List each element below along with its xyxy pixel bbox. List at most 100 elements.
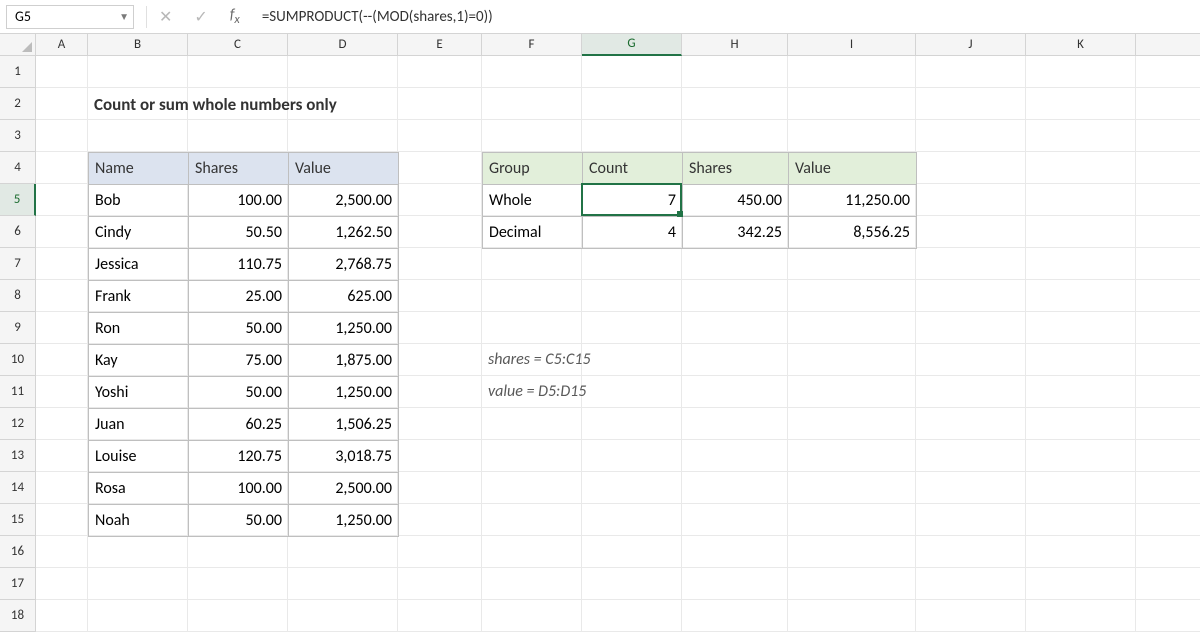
table-cell[interactable]: 2,768.75 xyxy=(289,249,399,281)
row-header-12[interactable]: 12 xyxy=(0,408,35,440)
table-row[interactable]: Cindy50.501,262.50 xyxy=(89,217,399,249)
table-cell[interactable]: 1,250.00 xyxy=(289,377,399,409)
row-header-11[interactable]: 11 xyxy=(0,376,35,408)
cancel-icon[interactable]: ✕ xyxy=(159,7,172,27)
row-header-13[interactable]: 13 xyxy=(0,440,35,472)
table-cell[interactable]: 3,018.75 xyxy=(289,441,399,473)
table-cell[interactable]: 50.50 xyxy=(189,217,289,249)
table-cell[interactable]: 75.00 xyxy=(189,345,289,377)
row-header-18[interactable]: 18 xyxy=(0,600,35,632)
name-box[interactable]: G5 ▼ xyxy=(6,5,134,29)
select-all-triangle[interactable] xyxy=(0,34,36,55)
table-header[interactable]: Value xyxy=(289,153,399,185)
row-header-3[interactable]: 3 xyxy=(0,120,35,152)
fx-icon[interactable]: fx xyxy=(230,6,240,27)
table-row[interactable]: Noah50.001,250.00 xyxy=(89,505,399,537)
table-header[interactable]: Count xyxy=(583,153,683,185)
table-cell[interactable]: 50.00 xyxy=(189,377,289,409)
table-cell[interactable]: Frank xyxy=(89,281,189,313)
table-cell[interactable]: 25.00 xyxy=(189,281,289,313)
table-header[interactable]: Shares xyxy=(683,153,789,185)
table-cell[interactable]: 342.25 xyxy=(683,217,789,249)
table-header[interactable]: Group xyxy=(483,153,583,185)
table-cell[interactable]: 1,875.00 xyxy=(289,345,399,377)
table-cell[interactable]: 50.00 xyxy=(189,505,289,537)
table-cell[interactable]: 100.00 xyxy=(189,473,289,505)
row-header-17[interactable]: 17 xyxy=(0,568,35,600)
table-cell[interactable]: Juan xyxy=(89,409,189,441)
column-header-F[interactable]: F xyxy=(482,34,582,55)
column-header-J[interactable]: J xyxy=(916,34,1026,55)
column-header-I[interactable]: I xyxy=(788,34,916,55)
table-cell[interactable]: Rosa xyxy=(89,473,189,505)
table-cell[interactable]: Whole xyxy=(483,185,583,217)
table-header[interactable]: Value xyxy=(789,153,917,185)
table-cell[interactable]: 100.00 xyxy=(189,185,289,217)
table-row[interactable]: Whole7450.0011,250.00 xyxy=(483,185,917,217)
table-header[interactable]: Shares xyxy=(189,153,289,185)
table-row[interactable]: Yoshi50.001,250.00 xyxy=(89,377,399,409)
row-header-8[interactable]: 8 xyxy=(0,280,35,312)
chevron-down-icon[interactable]: ▼ xyxy=(119,10,129,23)
table-cell[interactable]: 8,556.25 xyxy=(789,217,917,249)
table-cell[interactable]: Jessica xyxy=(89,249,189,281)
table-cell[interactable]: Noah xyxy=(89,505,189,537)
column-header-B[interactable]: B xyxy=(88,34,188,55)
row-header-14[interactable]: 14 xyxy=(0,472,35,504)
column-header-E[interactable]: E xyxy=(398,34,482,55)
table-row[interactable]: Rosa100.002,500.00 xyxy=(89,473,399,505)
table-row[interactable]: Kay75.001,875.00 xyxy=(89,345,399,377)
table-cell[interactable]: Cindy xyxy=(89,217,189,249)
row-header-1[interactable]: 1 xyxy=(0,56,35,88)
table-row[interactable]: Juan60.251,506.25 xyxy=(89,409,399,441)
column-header-C[interactable]: C xyxy=(188,34,288,55)
row-header-9[interactable]: 9 xyxy=(0,312,35,344)
table-row[interactable]: Bob100.002,500.00 xyxy=(89,185,399,217)
table-cell[interactable]: 1,262.50 xyxy=(289,217,399,249)
table-header[interactable]: Name xyxy=(89,153,189,185)
table-cell[interactable]: 110.75 xyxy=(189,249,289,281)
table-cell[interactable]: 2,500.00 xyxy=(289,473,399,505)
row-header-10[interactable]: 10 xyxy=(0,344,35,376)
row-header-16[interactable]: 16 xyxy=(0,536,35,568)
table-cell[interactable]: 11,250.00 xyxy=(789,185,917,217)
table-cell[interactable]: 625.00 xyxy=(289,281,399,313)
row-header-6[interactable]: 6 xyxy=(0,216,35,248)
right-table[interactable]: GroupCountSharesValueWhole7450.0011,250.… xyxy=(482,152,917,249)
table-row[interactable]: Ron50.001,250.00 xyxy=(89,313,399,345)
column-header-H[interactable]: H xyxy=(682,34,788,55)
table-cell[interactable]: 2,500.00 xyxy=(289,185,399,217)
table-cell[interactable]: Kay xyxy=(89,345,189,377)
cells-area[interactable]: Count or sum whole numbers only NameShar… xyxy=(36,56,1200,632)
table-cell[interactable]: 120.75 xyxy=(189,441,289,473)
table-row[interactable]: Decimal4342.258,556.25 xyxy=(483,217,917,249)
row-header-2[interactable]: 2 xyxy=(0,88,35,120)
table-row[interactable]: Frank25.00625.00 xyxy=(89,281,399,313)
table-row[interactable]: Louise120.753,018.75 xyxy=(89,441,399,473)
table-cell[interactable]: Louise xyxy=(89,441,189,473)
table-cell[interactable]: 1,250.00 xyxy=(289,313,399,345)
table-cell[interactable]: 450.00 xyxy=(683,185,789,217)
column-header-D[interactable]: D xyxy=(288,34,398,55)
row-header-5[interactable]: 5 xyxy=(0,184,36,216)
row-header-4[interactable]: 4 xyxy=(0,152,35,184)
table-cell[interactable]: Bob xyxy=(89,185,189,217)
table-cell[interactable]: Ron xyxy=(89,313,189,345)
row-header-15[interactable]: 15 xyxy=(0,504,35,536)
left-table[interactable]: NameSharesValueBob100.002,500.00Cindy50.… xyxy=(88,152,399,537)
column-header-K[interactable]: K xyxy=(1026,34,1136,55)
formula-input[interactable]: =SUMPRODUCT(--(MOD(shares,1)=0)) xyxy=(254,5,1200,29)
row-header-7[interactable]: 7 xyxy=(0,248,35,280)
table-cell[interactable]: 7 xyxy=(583,185,683,217)
column-header-A[interactable]: A xyxy=(36,34,88,55)
table-cell[interactable]: Yoshi xyxy=(89,377,189,409)
table-row[interactable]: Jessica110.752,768.75 xyxy=(89,249,399,281)
column-header-G[interactable]: G xyxy=(582,34,682,56)
table-cell[interactable]: 4 xyxy=(583,217,683,249)
table-cell[interactable]: 50.00 xyxy=(189,313,289,345)
table-cell[interactable]: 60.25 xyxy=(189,409,289,441)
enter-icon[interactable]: ✓ xyxy=(194,7,207,27)
table-cell[interactable]: 1,250.00 xyxy=(289,505,399,537)
table-cell[interactable]: Decimal xyxy=(483,217,583,249)
table-cell[interactable]: 1,506.25 xyxy=(289,409,399,441)
